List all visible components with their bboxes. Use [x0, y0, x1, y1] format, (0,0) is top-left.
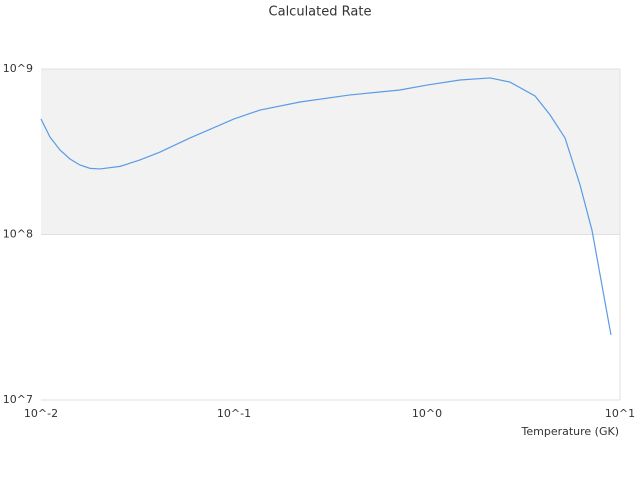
plot-band — [41, 69, 620, 235]
grid-layer — [41, 68, 621, 401]
x-tick-label: 10^0 — [412, 407, 442, 420]
y-tick-label: 10^8 — [3, 228, 33, 241]
y-tick-label: 10^7 — [3, 393, 33, 406]
x-tick-label: 10^-2 — [24, 407, 58, 420]
chart-title: Calculated Rate — [269, 5, 372, 20]
x-tick-label: 10^1 — [605, 407, 635, 420]
data-line — [40, 77, 612, 336]
y-tick-label: 10^9 — [3, 62, 33, 75]
x-tick-label: 10^-1 — [217, 407, 251, 420]
x-axis-label: Temperature (GK) — [521, 425, 620, 438]
